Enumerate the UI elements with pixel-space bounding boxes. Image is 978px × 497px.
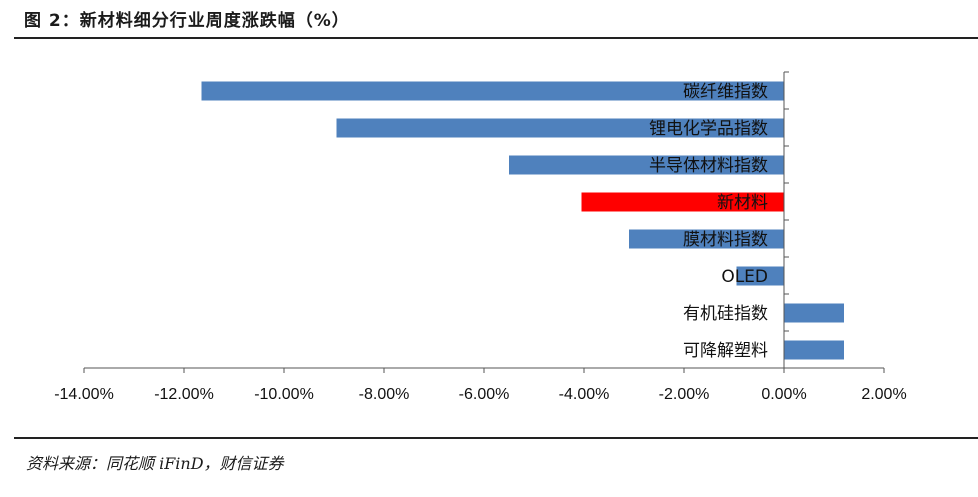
category-label-2: 锂电化学品指数: [649, 119, 768, 139]
category-label-5: 膜材料指数: [683, 230, 768, 250]
bar-5: [629, 229, 784, 249]
bar-8: [784, 340, 844, 360]
x-tick-label-4: -8.00%: [359, 386, 410, 403]
category-label-7: 有机硅指数: [683, 304, 768, 324]
x-tick-label-7: -2.00%: [659, 386, 710, 403]
x-tick-label-5: -6.00%: [459, 386, 510, 403]
x-tick-label-3: -10.00%: [254, 386, 314, 403]
category-label-1: 碳纤维指数: [683, 82, 768, 102]
x-tick-label-2: -12.00%: [154, 386, 214, 403]
bar-2: [336, 118, 784, 138]
x-tick-label-1: -14.00%: [54, 386, 114, 403]
figure-title: 图 2：新材料细分行业周度涨跌幅（%）: [24, 11, 350, 31]
bottom-rule: [14, 437, 978, 439]
category-label-3: 半导体材料指数: [649, 156, 768, 176]
bar-7: [784, 303, 844, 323]
axes-group: [83, 71, 885, 373]
bar-4: [581, 192, 784, 212]
category-label-4: 新材料: [717, 193, 768, 213]
category-label-6: OLED: [721, 267, 768, 287]
x-tick-label-9: 2.00%: [861, 386, 906, 403]
top-rule: [14, 37, 978, 39]
x-tick-label-6: -4.00%: [559, 386, 610, 403]
x-tick-label-8: 0.00%: [761, 386, 806, 403]
bar-group: [201, 81, 844, 360]
source-note: 资料来源：同花顺 iFinD，财信证券: [26, 454, 284, 473]
category-label-8: 可降解塑料: [683, 341, 768, 361]
bar-6: [736, 266, 784, 286]
bar-1: [201, 81, 784, 101]
bar-3: [509, 155, 784, 175]
